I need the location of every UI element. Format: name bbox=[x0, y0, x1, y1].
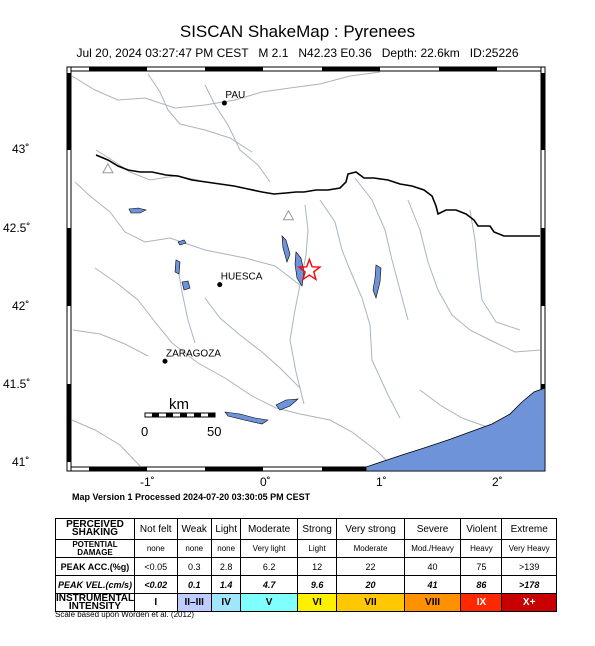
frame-ticks bbox=[66, 66, 546, 472]
legend-cell: <0.02 bbox=[133, 575, 178, 594]
scale-bar: km 0 50 bbox=[141, 396, 221, 439]
legend-row-intensity: INSTRUMENTAL INTENSITY I II–III IV V VI … bbox=[55, 592, 557, 612]
legend-cell: 6.2 bbox=[240, 557, 298, 576]
lon-label-1: 1˚ bbox=[376, 475, 387, 489]
legend-cell: Very light bbox=[240, 539, 298, 558]
station-icon bbox=[102, 162, 114, 174]
legend-cell: 4.7 bbox=[240, 575, 298, 594]
event-info: Jul 20, 2024 03:27:47 PM CEST M 2.1 N42.… bbox=[76, 46, 519, 60]
legend-cell: 12 bbox=[296, 557, 338, 576]
scale-bar-end: 50 bbox=[207, 424, 221, 439]
legend-cell: 2.8 bbox=[210, 557, 242, 576]
legend-cell: Light bbox=[210, 518, 242, 540]
lat-label-41: 41˚ bbox=[12, 455, 29, 469]
cities: PAU HUESCA ZARAGOZA bbox=[162, 90, 263, 364]
legend-cell: none bbox=[210, 539, 242, 558]
lat-label-43: 43˚ bbox=[12, 142, 29, 156]
legend-cell: 22 bbox=[336, 557, 405, 576]
legend-cell: 75 bbox=[460, 557, 503, 576]
city-marker bbox=[221, 100, 227, 106]
legend-cell: 41 bbox=[403, 575, 462, 594]
legend-cell: Moderate bbox=[240, 518, 298, 540]
legend-row-vel: PEAK VEL.(cm/s) <0.02 0.1 1.4 4.7 9.6 20… bbox=[55, 575, 557, 594]
legend-header: INSTRUMENTAL INTENSITY bbox=[55, 592, 135, 612]
legend-cell: none bbox=[176, 539, 212, 558]
legend-row-shaking: PERCEIVED SHAKING Not felt Weak Light Mo… bbox=[55, 518, 557, 540]
legend-header: PERCEIVED SHAKING bbox=[55, 518, 135, 540]
legend-cell: >139 bbox=[501, 557, 557, 576]
legend-cell: 40 bbox=[403, 557, 462, 576]
legend-cell: 9.6 bbox=[296, 575, 338, 594]
legend-cell: Mod./Heavy bbox=[403, 539, 462, 558]
legend-header: PEAK ACC.(%g) bbox=[55, 557, 135, 576]
sea bbox=[365, 387, 546, 472]
scale-bar-title: km bbox=[169, 396, 189, 413]
legend-cell: 0.1 bbox=[176, 575, 212, 594]
lon-label-minus1: -1˚ bbox=[140, 475, 155, 489]
station-icon bbox=[282, 209, 295, 221]
intensity-cell: V bbox=[240, 593, 298, 612]
shakemap: 43˚ 42.5˚ 42˚ 41.5˚ 41˚ -1˚ 0˚ 1˚ 2˚ PAU… bbox=[3, 66, 546, 489]
legend-cell: Very strong bbox=[336, 518, 405, 540]
legend-cell: Severe bbox=[403, 518, 462, 540]
latitude-labels: 43˚ 42.5˚ 42˚ 41.5˚ 41˚ bbox=[3, 142, 30, 469]
intensity-cell: IX bbox=[460, 593, 503, 612]
map-frame bbox=[66, 66, 546, 472]
intensity-legend: PERCEIVED SHAKING Not felt Weak Light Mo… bbox=[55, 518, 557, 612]
stations bbox=[102, 162, 295, 221]
map-title: SISCAN ShakeMap : Pyrenees bbox=[179, 22, 416, 41]
legend-cell: Light bbox=[296, 539, 338, 558]
legend-cell: Strong bbox=[296, 518, 338, 540]
epicenter-icon bbox=[297, 257, 322, 282]
legend-cell: Violent bbox=[460, 518, 503, 540]
country-border bbox=[95, 154, 540, 237]
legend-row-damage: POTENTIAL DAMAGE none none none Very lig… bbox=[55, 539, 557, 558]
legend-cell: Extreme bbox=[501, 518, 557, 540]
epicenter-star bbox=[297, 257, 322, 282]
lat-label-42: 42˚ bbox=[12, 299, 29, 313]
intensity-cell: I bbox=[133, 593, 178, 612]
legend-cell: 86 bbox=[460, 575, 503, 594]
city-label: PAU bbox=[225, 90, 245, 101]
legend-header: POTENTIAL DAMAGE bbox=[55, 539, 135, 558]
legend-cell: 1.4 bbox=[210, 575, 242, 594]
intensity-cell: X+ bbox=[501, 593, 557, 612]
legend-cell: Heavy bbox=[460, 539, 503, 558]
legend-row-acc: PEAK ACC.(%g) <0.05 0.3 2.8 6.2 12 22 40… bbox=[55, 557, 557, 576]
city-label: HUESCA bbox=[221, 272, 263, 283]
lat-label-41-5: 41.5˚ bbox=[3, 377, 30, 391]
lon-label-0: 0˚ bbox=[260, 475, 271, 489]
legend-cell: none bbox=[133, 539, 178, 558]
legend-cell: Weak bbox=[176, 518, 212, 540]
legend-header: PEAK VEL.(cm/s) bbox=[55, 575, 135, 594]
intensity-cell: VI bbox=[296, 593, 338, 612]
city-label: ZARAGOZA bbox=[166, 348, 221, 359]
scale-bar-start: 0 bbox=[141, 424, 148, 439]
lon-label-2: 2˚ bbox=[492, 475, 503, 489]
intensity-cell: IV bbox=[210, 593, 242, 612]
map-version: Map Version 1 Processed 2024-07-20 03:30… bbox=[72, 492, 311, 502]
reservoirs bbox=[128, 207, 382, 425]
longitude-labels: -1˚ 0˚ 1˚ 2˚ bbox=[140, 475, 503, 489]
legend-cell: Moderate bbox=[336, 539, 405, 558]
intensity-cell: VIII bbox=[403, 593, 462, 612]
legend-cell: 20 bbox=[336, 575, 405, 594]
city-marker bbox=[217, 282, 223, 288]
legend-cell: Very Heavy bbox=[501, 539, 557, 558]
lat-label-42-5: 42.5˚ bbox=[3, 221, 30, 235]
intensity-cell: II–III bbox=[176, 593, 212, 612]
legend-cell: 0.3 bbox=[176, 557, 212, 576]
rivers bbox=[71, 71, 541, 467]
legend-cell: <0.05 bbox=[133, 557, 178, 576]
legend-cell: >178 bbox=[501, 575, 557, 594]
legend-cell: Not felt bbox=[133, 518, 178, 540]
intensity-cell: VII bbox=[336, 593, 405, 612]
city-marker bbox=[162, 358, 168, 364]
scale-credit: Scale based upon Worden et al. (2012) bbox=[55, 610, 195, 619]
